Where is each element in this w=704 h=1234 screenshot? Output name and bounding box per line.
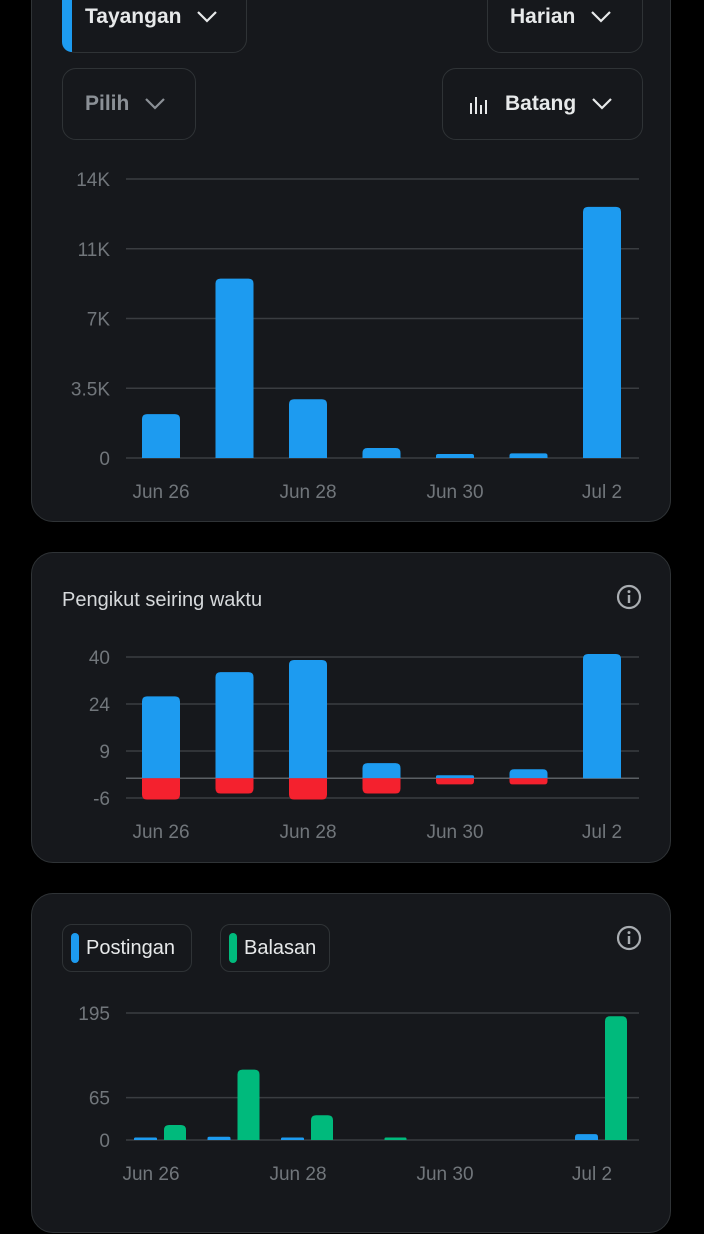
bar bbox=[142, 778, 180, 800]
followers-bar-chart: -6 9 24 40 Jun 26 Jun 28 Jun 30 Jul 2 bbox=[89, 648, 639, 843]
bar bbox=[436, 775, 474, 779]
posts-card: Postingan Balasan 0 65 195 Jun 26 Jun 28 Jun … bbox=[31, 893, 671, 1233]
metric-accent-bar bbox=[62, 0, 72, 52]
followers-card-title: Pengikut seiring waktu bbox=[62, 589, 263, 611]
bar bbox=[142, 414, 180, 458]
x-tick-label: Jul 2 bbox=[572, 1164, 612, 1185]
metric-label: Tayangan bbox=[85, 5, 182, 28]
chevron-down-icon bbox=[591, 11, 612, 23]
bar bbox=[237, 1069, 260, 1140]
bar bbox=[436, 454, 474, 458]
bar bbox=[215, 278, 254, 458]
compare-dropdown[interactable]: Pilih bbox=[62, 68, 196, 140]
y-tick-label: 3.5K bbox=[71, 379, 110, 400]
bar bbox=[289, 660, 327, 779]
bar bbox=[215, 672, 254, 779]
y-tick-label: 11K bbox=[78, 240, 111, 261]
y-tick-label: 0 bbox=[99, 449, 110, 470]
bar bbox=[311, 1115, 333, 1140]
x-tick-label: Jul 2 bbox=[582, 482, 622, 503]
posts-bar-chart: 0 65 195 Jun 26 Jun 28 Jun 30 Jul 2 bbox=[78, 1004, 639, 1185]
bar bbox=[281, 1137, 304, 1140]
x-tick-label: Jun 30 bbox=[416, 1164, 473, 1185]
bar bbox=[362, 763, 401, 779]
x-tick-label: Jun 30 bbox=[426, 822, 483, 843]
info-icon[interactable] bbox=[616, 925, 642, 951]
y-tick-label: -6 bbox=[93, 789, 110, 810]
y-tick-label: 195 bbox=[78, 1004, 110, 1025]
bar bbox=[142, 696, 180, 779]
y-tick-label: 14K bbox=[76, 170, 110, 191]
legend-label-balasan: Balasan bbox=[244, 936, 317, 959]
legend-postingan[interactable]: Postingan bbox=[62, 924, 192, 972]
chart-type-dropdown[interactable]: Batang bbox=[442, 68, 643, 140]
legend-balasan[interactable]: Balasan bbox=[220, 924, 330, 972]
bar bbox=[362, 778, 401, 794]
legend-label-postingan: Postingan bbox=[86, 936, 175, 959]
bar bbox=[605, 1016, 627, 1140]
bar bbox=[134, 1137, 157, 1140]
bar bbox=[583, 653, 621, 779]
views-card: Tayangan Harian Pilih Batang 0 3.5K 7K 11K 1… bbox=[31, 0, 671, 522]
chevron-down-icon bbox=[197, 11, 218, 23]
bar bbox=[384, 1137, 407, 1140]
bar bbox=[207, 1136, 231, 1140]
period-dropdown[interactable]: Harian bbox=[487, 0, 643, 53]
y-tick-label: 24 bbox=[89, 695, 111, 716]
bar bbox=[289, 778, 327, 800]
legend-swatch-balasan bbox=[229, 933, 237, 963]
chart-type-label: Batang bbox=[505, 92, 577, 115]
bar bbox=[215, 778, 254, 794]
views-bar-chart: 0 3.5K 7K 11K 14K Jun 26 Jun 28 Jun 30 Jul 2 bbox=[71, 170, 639, 503]
y-tick-label: 0 bbox=[99, 1131, 110, 1152]
legend-swatch-postingan bbox=[71, 933, 79, 963]
x-tick-label: Jun 28 bbox=[279, 822, 336, 843]
x-tick-label: Jun 26 bbox=[122, 1164, 179, 1185]
bar bbox=[575, 1134, 598, 1140]
bar bbox=[509, 778, 548, 785]
y-tick-label: 9 bbox=[99, 742, 110, 763]
bar bbox=[164, 1125, 186, 1140]
bar bbox=[583, 206, 621, 458]
period-label: Harian bbox=[510, 5, 576, 28]
bar bbox=[436, 778, 474, 785]
x-tick-label: Jun 26 bbox=[132, 822, 189, 843]
x-tick-label: Jun 30 bbox=[426, 482, 483, 503]
y-tick-label: 40 bbox=[89, 648, 110, 669]
bar bbox=[362, 448, 401, 458]
bar-chart-icon bbox=[470, 97, 487, 114]
compare-label: Pilih bbox=[85, 92, 130, 115]
x-tick-label: Jun 28 bbox=[269, 1164, 326, 1185]
bar bbox=[509, 769, 548, 779]
chevron-down-icon bbox=[145, 98, 166, 110]
followers-card: Pengikut seiring waktu -6 9 24 40 Jun 26 Jun … bbox=[31, 552, 671, 863]
chevron-down-icon bbox=[592, 98, 612, 110]
info-icon[interactable] bbox=[616, 584, 642, 610]
y-tick-label: 7K bbox=[87, 310, 111, 331]
x-tick-label: Jun 26 bbox=[132, 482, 189, 503]
x-tick-label: Jul 2 bbox=[582, 822, 622, 843]
y-tick-label: 65 bbox=[89, 1089, 110, 1110]
metric-dropdown[interactable]: Tayangan bbox=[62, 0, 247, 53]
x-tick-label: Jun 28 bbox=[279, 482, 336, 503]
bar bbox=[509, 453, 548, 458]
bar bbox=[289, 399, 327, 458]
